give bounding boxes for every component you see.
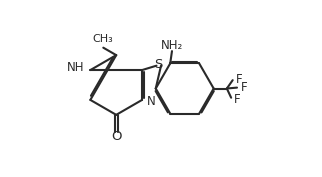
Text: F: F [241,81,247,94]
Text: NH₂: NH₂ [161,39,183,52]
Text: F: F [236,73,242,86]
Text: O: O [111,130,121,143]
Text: CH₃: CH₃ [92,34,113,44]
Text: N: N [147,95,156,108]
Text: F: F [234,93,241,106]
Text: NH: NH [67,61,84,74]
Text: S: S [155,58,163,71]
